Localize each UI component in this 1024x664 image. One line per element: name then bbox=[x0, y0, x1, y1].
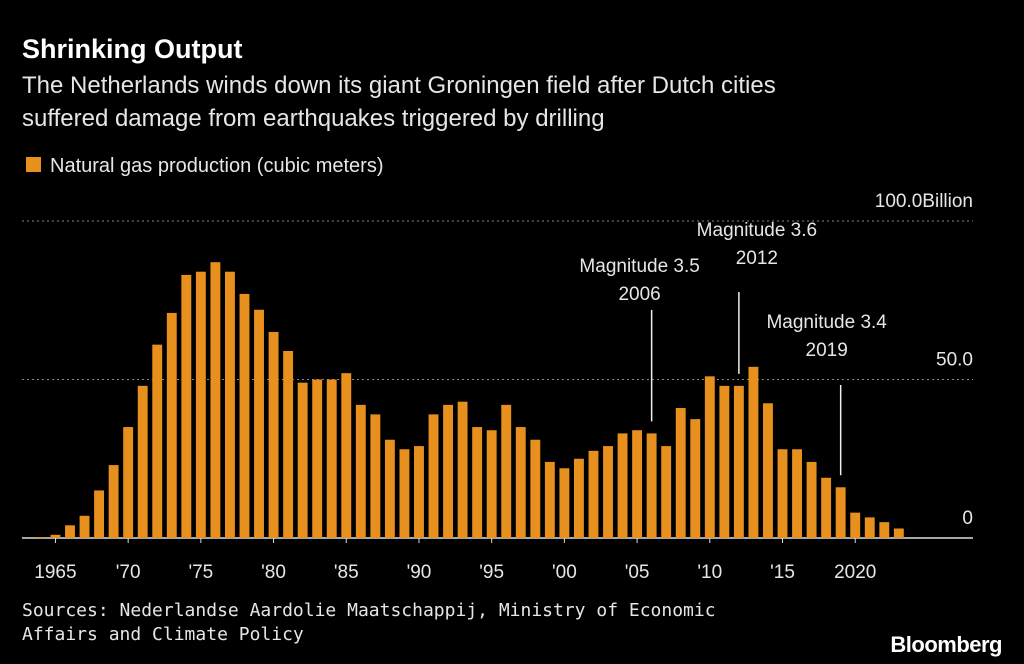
bar bbox=[661, 446, 672, 538]
bar bbox=[544, 461, 555, 538]
bar bbox=[414, 446, 424, 538]
x-tick-label: '95 bbox=[479, 562, 504, 583]
bar bbox=[733, 385, 744, 538]
x-tick-label: '10 bbox=[697, 562, 722, 583]
bar bbox=[283, 350, 294, 538]
bar bbox=[777, 449, 788, 538]
bar bbox=[879, 522, 890, 538]
bar bbox=[806, 461, 817, 538]
bar bbox=[559, 468, 570, 538]
x-tick-label: '00 bbox=[552, 562, 577, 583]
bar bbox=[152, 344, 163, 538]
bar bbox=[399, 449, 410, 538]
bar bbox=[617, 433, 628, 538]
bar bbox=[297, 382, 308, 538]
annotation-label: Magnitude 3.4 bbox=[766, 312, 887, 333]
bar bbox=[501, 404, 512, 538]
annotation-year: 2006 bbox=[618, 284, 660, 305]
annotation-year: 2012 bbox=[736, 248, 778, 269]
bar bbox=[384, 439, 395, 538]
bar bbox=[224, 271, 235, 538]
bar bbox=[603, 446, 613, 538]
bar bbox=[835, 487, 846, 538]
bar bbox=[370, 414, 381, 538]
legend-label: Natural gas production (cubic meters) bbox=[50, 155, 383, 177]
x-tick-label: '80 bbox=[261, 562, 286, 583]
bar bbox=[690, 419, 701, 538]
bar bbox=[326, 379, 337, 538]
bar bbox=[719, 385, 730, 538]
annotation-year: 2019 bbox=[806, 340, 848, 361]
bar bbox=[355, 404, 366, 538]
bar bbox=[457, 401, 468, 538]
bar bbox=[792, 449, 802, 538]
bar bbox=[515, 427, 526, 538]
bar bbox=[94, 490, 105, 538]
x-tick-label: '90 bbox=[407, 562, 432, 583]
x-tick-label: '15 bbox=[770, 562, 795, 583]
x-tick-label: '75 bbox=[188, 562, 213, 583]
bar bbox=[443, 404, 454, 538]
x-tick-label: '05 bbox=[625, 562, 650, 583]
bar bbox=[850, 512, 861, 538]
bar bbox=[486, 430, 497, 538]
bar bbox=[166, 312, 177, 538]
bar bbox=[123, 427, 134, 538]
legend-swatch bbox=[26, 157, 41, 172]
bar bbox=[573, 458, 584, 538]
bar bbox=[893, 528, 904, 538]
bar bbox=[530, 439, 541, 538]
bar bbox=[181, 274, 192, 538]
bar bbox=[268, 331, 279, 538]
y-tick-label: 0 bbox=[962, 508, 973, 529]
chart-subtitle: The Netherlands winds down its giant Gro… bbox=[22, 72, 776, 132]
bar bbox=[632, 430, 643, 538]
bar bbox=[195, 271, 206, 538]
annotation-label: Magnitude 3.5 bbox=[579, 256, 699, 277]
bar bbox=[704, 376, 715, 538]
x-tick-label: '85 bbox=[334, 562, 359, 583]
bar bbox=[646, 433, 657, 538]
x-tick-label: '70 bbox=[116, 562, 141, 583]
x-tick-label: 1965 bbox=[34, 562, 76, 583]
brand-logo: Bloomberg bbox=[890, 632, 1002, 657]
y-tick-label: 100.0Billion bbox=[875, 191, 973, 212]
bar bbox=[210, 262, 221, 538]
source: Sources: Nederlandse Aardolie Maatschapp… bbox=[22, 600, 716, 645]
bar bbox=[472, 427, 483, 538]
bar bbox=[108, 465, 119, 538]
chart-title: Shrinking Output bbox=[22, 34, 242, 64]
bar bbox=[428, 414, 439, 538]
bar bbox=[821, 477, 832, 538]
bar bbox=[50, 534, 61, 538]
bar bbox=[748, 366, 759, 538]
y-tick-label: 50.0 bbox=[936, 350, 973, 371]
annotation-label: Magnitude 3.6 bbox=[697, 220, 817, 241]
bar bbox=[763, 403, 773, 538]
bar bbox=[239, 293, 250, 538]
bar bbox=[65, 525, 75, 538]
bar bbox=[675, 408, 686, 538]
bar bbox=[312, 379, 323, 538]
bar bbox=[588, 450, 599, 538]
bar bbox=[35, 537, 46, 538]
bar bbox=[137, 385, 148, 538]
x-tick-label: 2020 bbox=[834, 562, 876, 583]
bar bbox=[254, 309, 264, 538]
bar bbox=[79, 515, 90, 538]
bar bbox=[864, 517, 875, 538]
bar bbox=[341, 373, 352, 538]
